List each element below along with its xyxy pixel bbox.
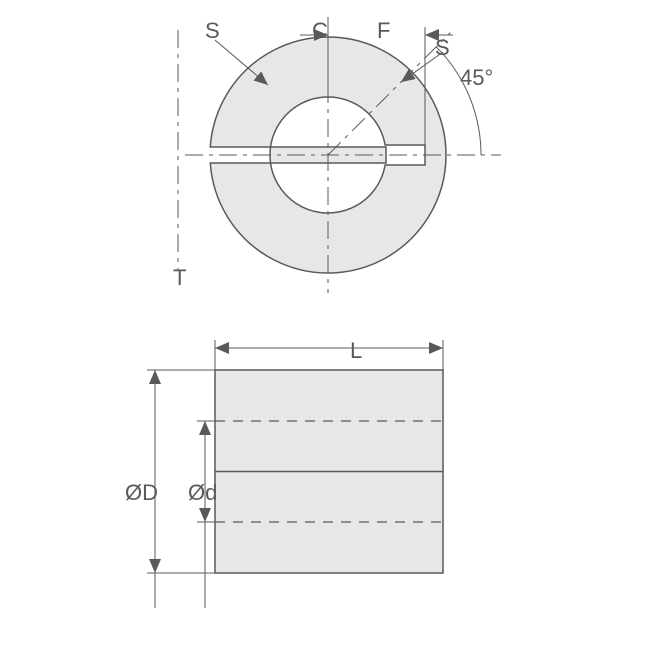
label-S-left: S [205,18,220,43]
engineering-drawing: S C F S 45° T L ØD Ød [0,0,670,670]
label-T: T [173,265,186,290]
side-view [215,370,443,573]
label-d: Ød [188,480,217,505]
label-D: ØD [125,480,158,505]
label-S-right: S [435,35,450,60]
label-L: L [350,338,362,363]
label-C: C [312,18,328,43]
label-angle: 45° [460,65,493,90]
label-F: F [377,18,390,43]
top-view [178,17,501,293]
